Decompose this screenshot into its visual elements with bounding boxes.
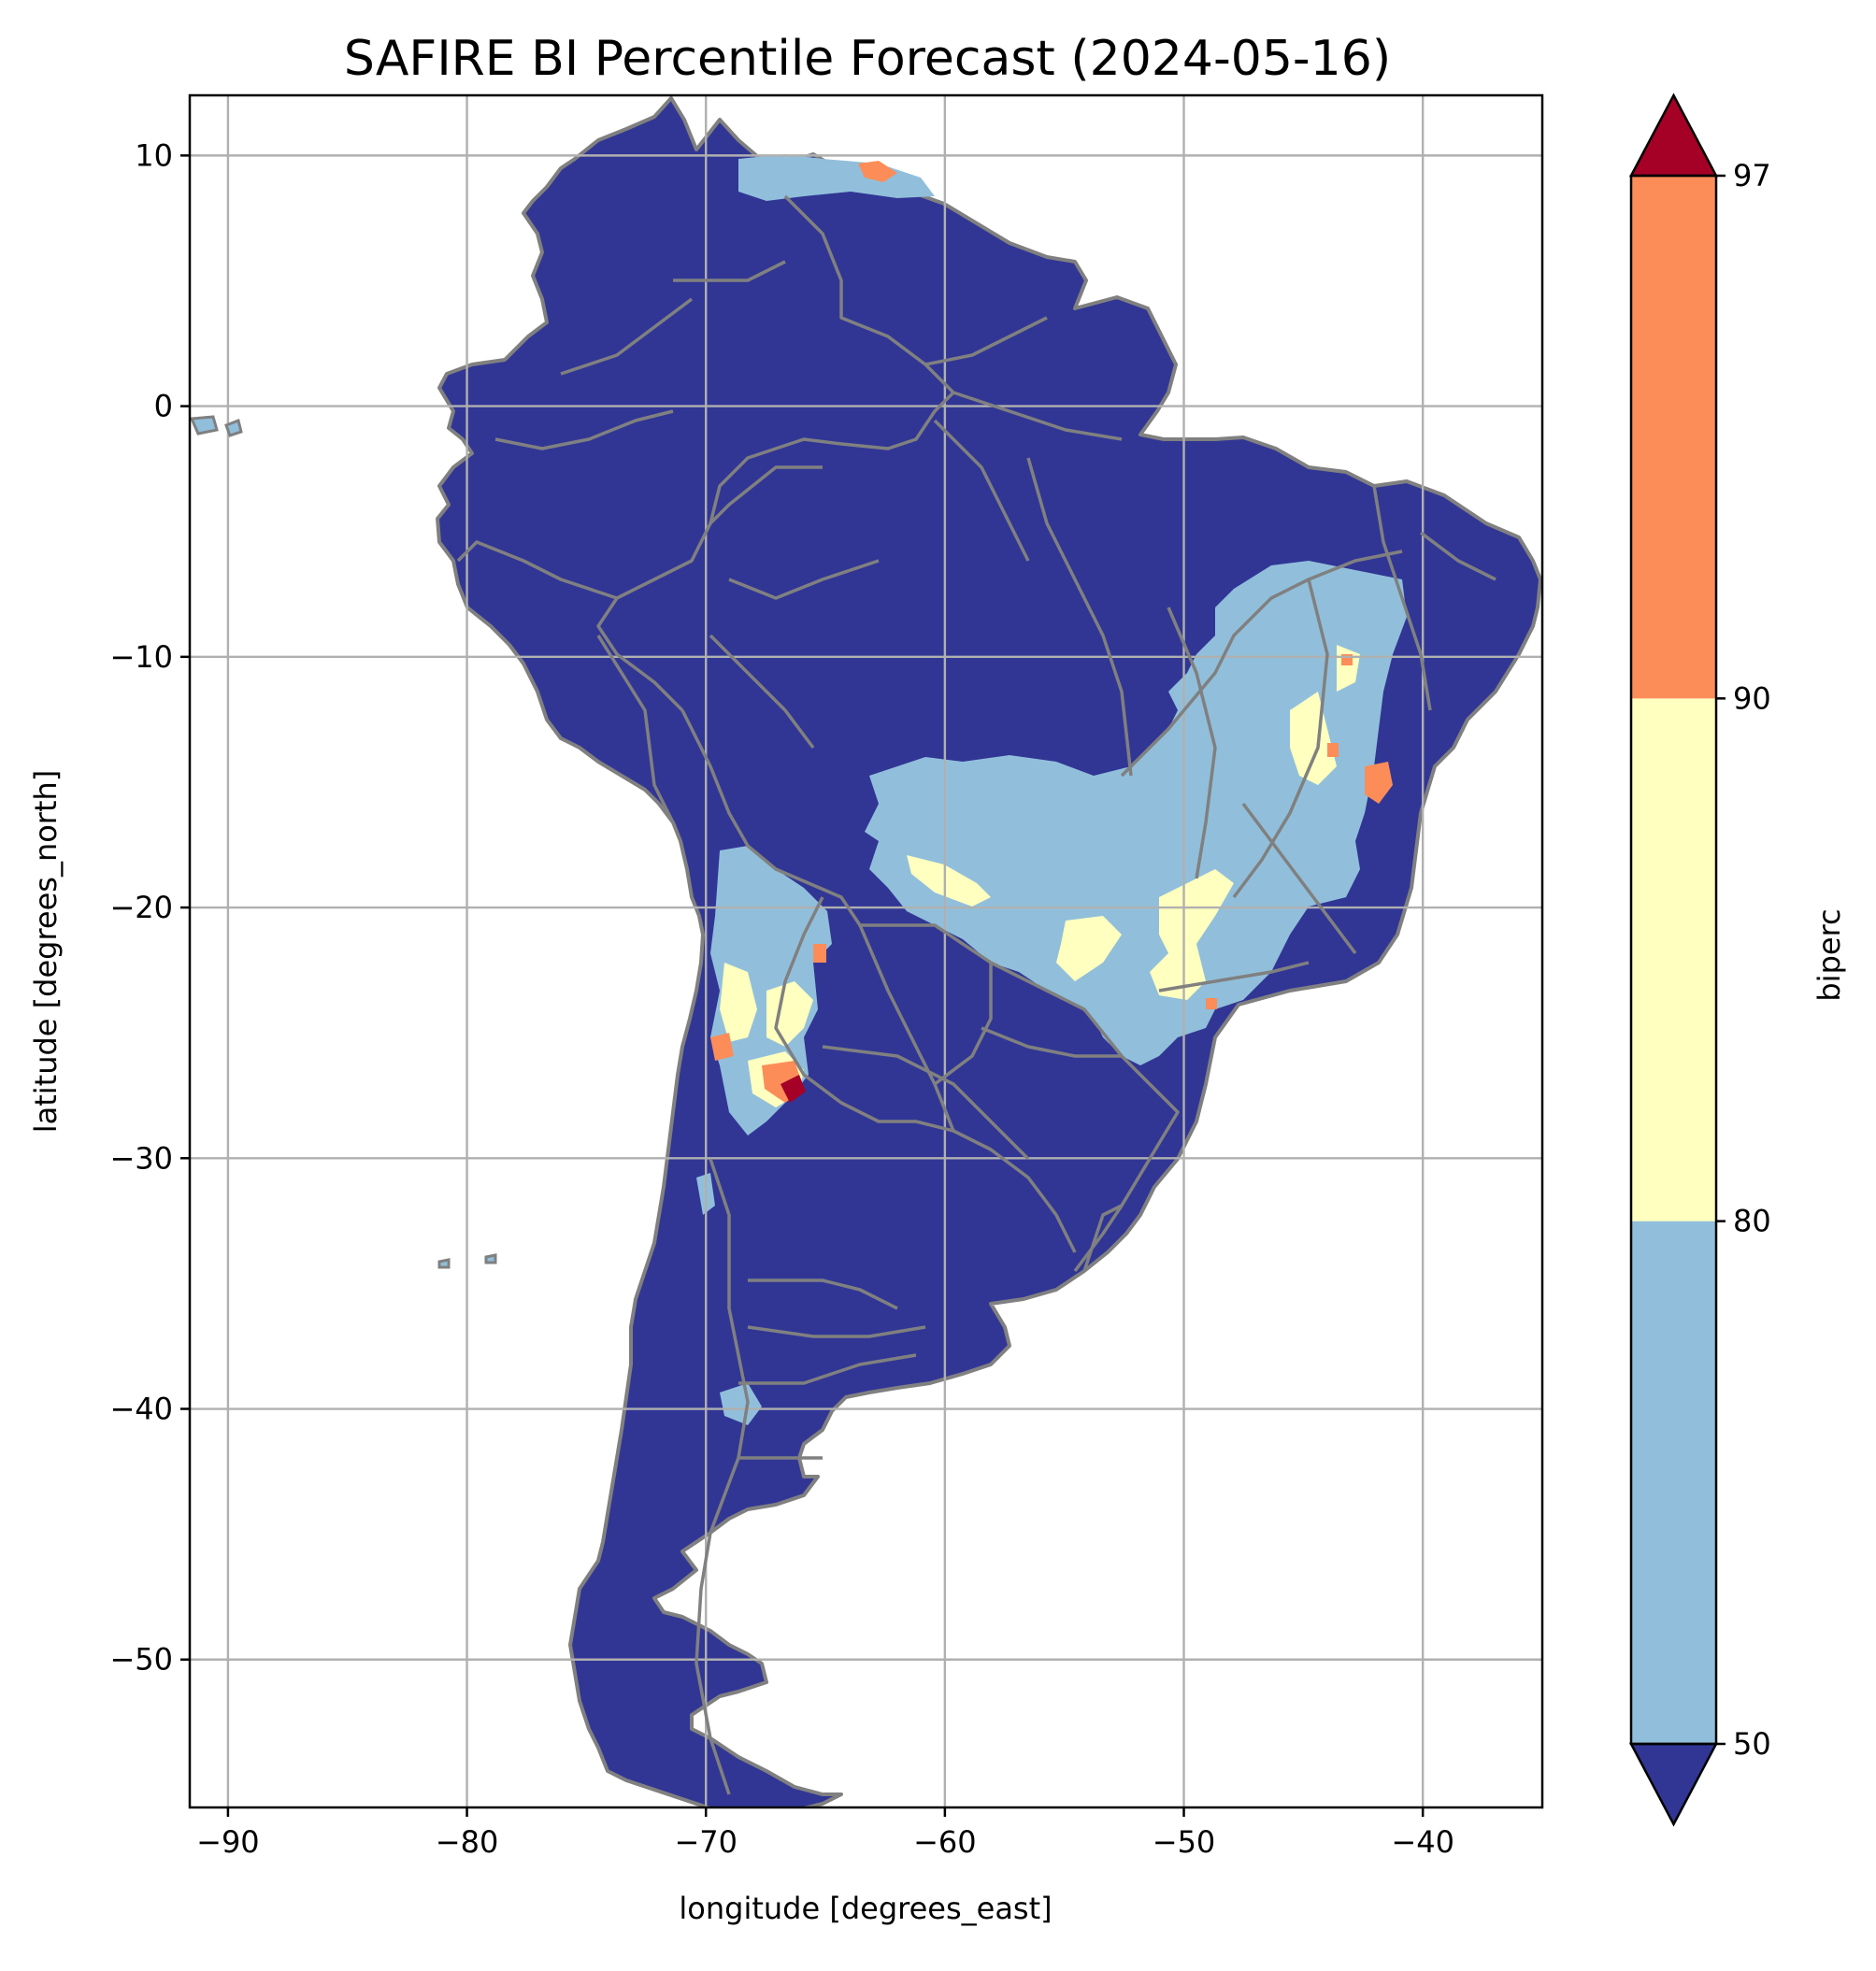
country-borders xyxy=(456,194,1497,1795)
y-tick-label: −50 xyxy=(109,1642,173,1678)
map-frame xyxy=(188,93,1544,1809)
colorbar-tick-label: 80 xyxy=(1733,1204,1771,1239)
y-tick-label: −30 xyxy=(109,1140,173,1176)
zone-nw-argentina-90-97 xyxy=(710,1033,734,1061)
y-axis-label: latitude [degrees_north] xyxy=(28,770,64,1134)
zone-nw-argentina-above-97 xyxy=(780,1075,806,1103)
y-tick-label: 0 xyxy=(154,389,173,424)
zone-nw-argentina-90-97 xyxy=(813,944,826,963)
x-tick-label: −50 xyxy=(1153,1824,1216,1860)
x-ticks: −90 −80 −70 −60 −50 −40 xyxy=(196,1807,1454,1860)
zone-brazil-80-90 xyxy=(1150,869,1234,1000)
zone-brazil-90-97 xyxy=(1206,998,1217,1009)
map-title: SAFIRE BI Percentile Forecast (2024-05-1… xyxy=(344,31,1391,87)
colorbar-extend-min xyxy=(1628,1742,1719,1827)
x-tick-label: −80 xyxy=(436,1824,499,1860)
islands xyxy=(189,415,497,1269)
colorbar: 50 80 90 97 xyxy=(1628,93,1771,1827)
x-tick-label: −60 xyxy=(913,1824,977,1860)
zone-brazil-80-90 xyxy=(1056,916,1122,981)
zone-brazil-90-97 xyxy=(1365,762,1393,804)
y-ticks: 10 0 −10 −20 −30 −40 −50 xyxy=(109,137,190,1678)
y-tick-label: 10 xyxy=(135,137,173,173)
colorbar-tick-label: 50 xyxy=(1733,1726,1771,1762)
x-tick-label: −70 xyxy=(674,1824,738,1860)
y-tick-label: −40 xyxy=(109,1392,173,1427)
map-axes: −90 −80 −70 −60 −50 −40 10 0 −10 −20 −30 −40 −50 xyxy=(109,93,1544,1860)
zone-brazil-50-80 xyxy=(865,561,1407,1065)
colorbar-segment xyxy=(1631,698,1716,1221)
x-tick-label: −40 xyxy=(1391,1824,1454,1860)
y-tick-label: −20 xyxy=(109,890,173,925)
colorbar-frame xyxy=(1629,174,1718,1746)
x-axis-label: longitude [degrees_east] xyxy=(679,1891,1052,1926)
colorbar-label: biperc xyxy=(1812,908,1847,1001)
y-tick-label: −10 xyxy=(109,639,173,675)
zone-patagonia-50-80 xyxy=(720,1383,762,1425)
colorbar-tick-label: 97 xyxy=(1733,158,1771,193)
gridlines xyxy=(190,95,1542,1807)
colorbar-segment xyxy=(1631,1221,1716,1744)
x-tick-label: −90 xyxy=(196,1824,260,1860)
colorbar-tick-label: 90 xyxy=(1733,680,1771,716)
zone-brazil-90-97 xyxy=(1327,743,1339,757)
zone-venezuela-90-97 xyxy=(858,161,897,182)
colorbar-extend-max xyxy=(1628,93,1719,178)
zone-brazil-80-90 xyxy=(907,855,991,907)
zone-brazil-80-90 xyxy=(1290,692,1337,785)
zone-nw-argentina-80-90 xyxy=(720,963,757,1042)
colorbar-segment xyxy=(1631,176,1716,699)
